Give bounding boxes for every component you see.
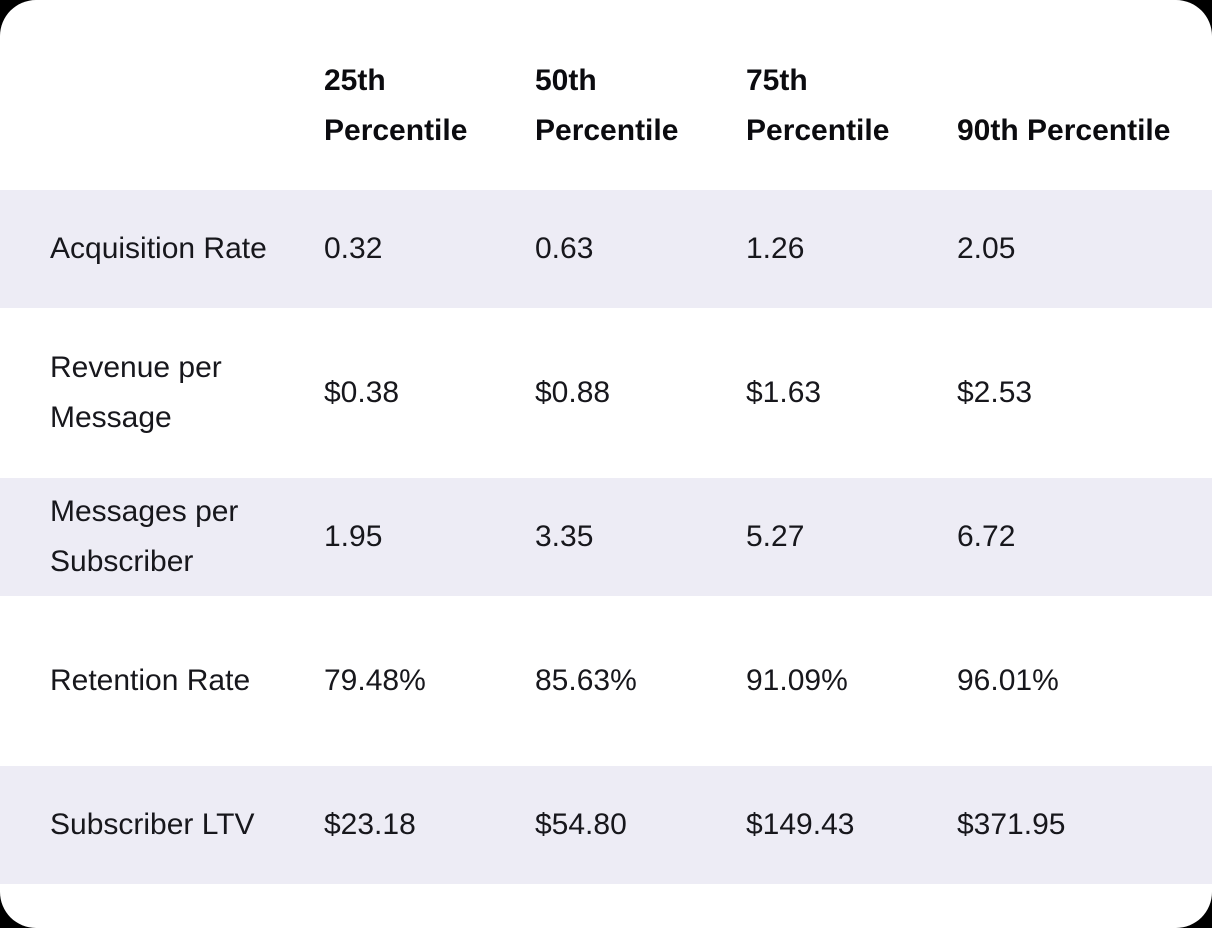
cell-subscriber-ltv-p50: $54.80 (511, 766, 722, 884)
row-label-messages-per-subscriber: Messages per Subscriber (0, 478, 300, 596)
table-header: 25th Percentile 50th Percentile 75th Per… (0, 26, 1212, 164)
table-body: Acquisition Rate 0.32 0.63 1.26 2.05 Rev… (0, 190, 1212, 884)
header-cell-metric (0, 26, 300, 164)
table-row-subscriber-ltv: Subscriber LTV $23.18 $54.80 $149.43 $37… (0, 766, 1212, 884)
cell-acquisition-rate-p50: 0.63 (511, 190, 722, 308)
cell-revenue-per-message-p50: $0.88 (511, 334, 722, 452)
table-row-retention-rate: Retention Rate 79.48% 85.63% 91.09% 96.0… (0, 622, 1212, 740)
cell-acquisition-rate-p75: 1.26 (722, 190, 933, 308)
cell-messages-per-subscriber-p50: 3.35 (511, 478, 722, 596)
cell-revenue-per-message-p90: $2.53 (933, 334, 1212, 452)
row-label-acquisition-rate: Acquisition Rate (0, 190, 300, 308)
cell-retention-rate-p90: 96.01% (933, 622, 1212, 740)
cell-retention-rate-p50: 85.63% (511, 622, 722, 740)
cell-messages-per-subscriber-p90: 6.72 (933, 478, 1212, 596)
row-label-revenue-per-message: Revenue per Message (0, 334, 300, 452)
cell-retention-rate-p25: 79.48% (300, 622, 511, 740)
row-label-subscriber-ltv: Subscriber LTV (0, 766, 300, 884)
cell-messages-per-subscriber-p25: 1.95 (300, 478, 511, 596)
cell-subscriber-ltv-p90: $371.95 (933, 766, 1212, 884)
cell-subscriber-ltv-p25: $23.18 (300, 766, 511, 884)
cell-revenue-per-message-p25: $0.38 (300, 334, 511, 452)
header-cell-90th-percentile: 90th Percentile (957, 114, 1171, 147)
cell-acquisition-rate-p25: 0.32 (300, 190, 511, 308)
table-row-messages-per-subscriber: Messages per Subscriber 1.95 3.35 5.27 6… (0, 478, 1212, 596)
header-cell-50th-percentile: 50th Percentile (535, 64, 679, 147)
cell-messages-per-subscriber-p75: 5.27 (722, 478, 933, 596)
cell-subscriber-ltv-p75: $149.43 (722, 766, 933, 884)
header-cell-75th-percentile: 75th Percentile (746, 64, 890, 147)
cell-retention-rate-p75: 91.09% (722, 622, 933, 740)
cell-revenue-per-message-p75: $1.63 (722, 334, 933, 452)
header-row: 25th Percentile 50th Percentile 75th Per… (0, 26, 1212, 164)
cell-acquisition-rate-p90: 2.05 (933, 190, 1212, 308)
row-label-retention-rate: Retention Rate (0, 622, 300, 740)
header-cell-25th-percentile: 25th Percentile (324, 64, 468, 147)
table-row-acquisition-rate: Acquisition Rate 0.32 0.63 1.26 2.05 (0, 190, 1212, 308)
table-row-revenue-per-message: Revenue per Message $0.38 $0.88 $1.63 $2… (0, 334, 1212, 452)
